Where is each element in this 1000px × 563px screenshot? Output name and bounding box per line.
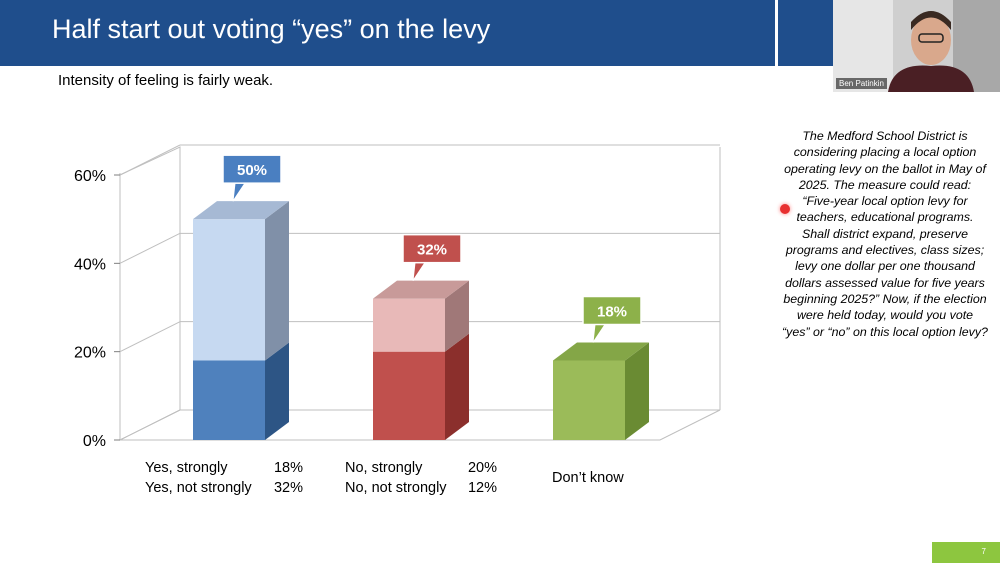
- presenter-video: Ben Patinkin: [833, 0, 1000, 92]
- callout-pointer: [592, 324, 606, 343]
- bar-segment: [373, 351, 445, 440]
- legend-label: No, strongly: [345, 460, 423, 476]
- callout-pointer: [232, 182, 246, 202]
- bar-segment: [193, 219, 265, 361]
- bar-segment: [553, 360, 625, 440]
- legend-value: 12%: [468, 480, 497, 496]
- bar-segment-side: [625, 342, 649, 440]
- legend-value: 20%: [468, 460, 497, 476]
- page-number: 7: [981, 547, 986, 556]
- legend-label: Yes, not strongly: [145, 480, 252, 496]
- slide-title: Half start out voting “yes” on the levy: [52, 14, 491, 44]
- chart-left-wall: [119, 146, 181, 441]
- question-text: The Medford School District is consideri…: [782, 129, 988, 339]
- slide-subtitle: Intensity of feeling is fairly weak.: [58, 72, 274, 89]
- stacked-bar-chart: 0% 20% 40% 60% 50% 32% 18% Yes, strongly 18% Yes,…: [74, 144, 721, 496]
- laser-pointer-icon: [780, 204, 790, 214]
- y-tick-label: 60%: [74, 168, 106, 185]
- bar-top: [373, 280, 469, 299]
- title-bar-accent: [778, 0, 836, 66]
- legend-label: Yes, strongly: [145, 460, 228, 476]
- presenter-silhouette-icon: [833, 0, 1000, 92]
- callout-label: 50%: [237, 162, 267, 179]
- callout-label: 18%: [597, 304, 627, 321]
- bar-segment: [373, 298, 445, 352]
- y-tick-label: 40%: [74, 256, 106, 273]
- bar-top: [553, 342, 649, 361]
- category-label: Don’t know: [552, 470, 624, 486]
- gridline-slant: [119, 321, 181, 353]
- gridline-slant: [119, 144, 181, 176]
- presenter-name: Ben Patinkin: [836, 78, 887, 89]
- y-tick-label: 0%: [83, 433, 106, 450]
- callout-box: [222, 154, 282, 184]
- title-bar: Half start out voting “yes” on the levy: [0, 0, 775, 66]
- bar-segment-side: [265, 342, 289, 440]
- bar-top: [193, 201, 289, 220]
- bar-segment: [193, 360, 265, 440]
- gridline-slant: [119, 409, 181, 441]
- callout-box: [402, 233, 462, 264]
- legend-value: 18%: [274, 460, 303, 476]
- bar-segment-side: [445, 280, 469, 352]
- bar-segment-side: [445, 333, 469, 440]
- y-tick-label: 20%: [74, 345, 106, 362]
- page-number-tab: 7: [932, 542, 1000, 563]
- legend-value: 32%: [274, 480, 303, 496]
- legend-label: No, not strongly: [345, 480, 447, 496]
- callout-pointer: [412, 262, 426, 281]
- bar-segment-side: [265, 201, 289, 361]
- callout-label: 32%: [417, 242, 447, 259]
- callout-box: [582, 295, 642, 326]
- chart: 0% 20% 40% 60% 50% 32% 18% Yes, strongly 18% Yes,…: [0, 100, 780, 510]
- gridline-slant: [119, 232, 181, 264]
